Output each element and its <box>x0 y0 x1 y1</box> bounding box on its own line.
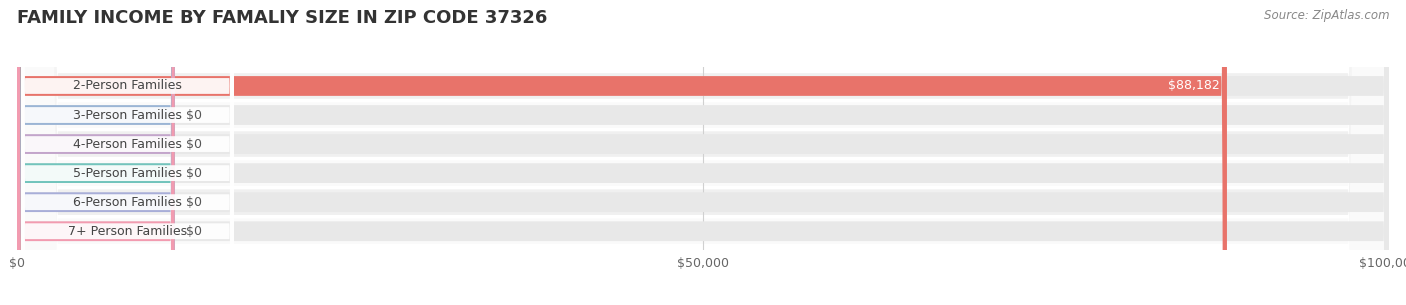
Text: 3-Person Families: 3-Person Families <box>73 109 181 121</box>
Text: $0: $0 <box>186 167 201 180</box>
FancyBboxPatch shape <box>17 0 1389 305</box>
FancyBboxPatch shape <box>17 0 1389 305</box>
FancyBboxPatch shape <box>17 0 174 305</box>
FancyBboxPatch shape <box>21 0 233 305</box>
FancyBboxPatch shape <box>17 0 174 305</box>
FancyBboxPatch shape <box>17 0 1389 305</box>
FancyBboxPatch shape <box>17 0 1389 305</box>
FancyBboxPatch shape <box>17 0 1389 305</box>
FancyBboxPatch shape <box>21 0 233 305</box>
FancyBboxPatch shape <box>17 0 1389 305</box>
FancyBboxPatch shape <box>17 0 1389 305</box>
Text: $0: $0 <box>186 225 201 238</box>
Text: 2-Person Families: 2-Person Families <box>73 80 181 92</box>
Text: $0: $0 <box>186 138 201 151</box>
FancyBboxPatch shape <box>21 0 233 305</box>
FancyBboxPatch shape <box>17 0 1389 305</box>
FancyBboxPatch shape <box>17 0 1389 305</box>
FancyBboxPatch shape <box>21 0 233 305</box>
FancyBboxPatch shape <box>17 0 1389 305</box>
FancyBboxPatch shape <box>17 0 174 305</box>
Text: Source: ZipAtlas.com: Source: ZipAtlas.com <box>1264 9 1389 22</box>
Text: 4-Person Families: 4-Person Families <box>73 138 181 151</box>
Text: FAMILY INCOME BY FAMALIY SIZE IN ZIP CODE 37326: FAMILY INCOME BY FAMALIY SIZE IN ZIP COD… <box>17 9 547 27</box>
FancyBboxPatch shape <box>17 0 1227 305</box>
Text: $0: $0 <box>186 109 201 121</box>
Text: $88,182: $88,182 <box>1168 80 1220 92</box>
Text: 6-Person Families: 6-Person Families <box>73 196 181 209</box>
FancyBboxPatch shape <box>17 0 174 305</box>
Text: 5-Person Families: 5-Person Families <box>73 167 181 180</box>
Text: 7+ Person Families: 7+ Person Families <box>67 225 187 238</box>
Text: $0: $0 <box>186 196 201 209</box>
FancyBboxPatch shape <box>21 0 233 305</box>
FancyBboxPatch shape <box>17 0 1389 305</box>
FancyBboxPatch shape <box>21 0 233 305</box>
FancyBboxPatch shape <box>17 0 174 305</box>
FancyBboxPatch shape <box>17 0 1389 305</box>
